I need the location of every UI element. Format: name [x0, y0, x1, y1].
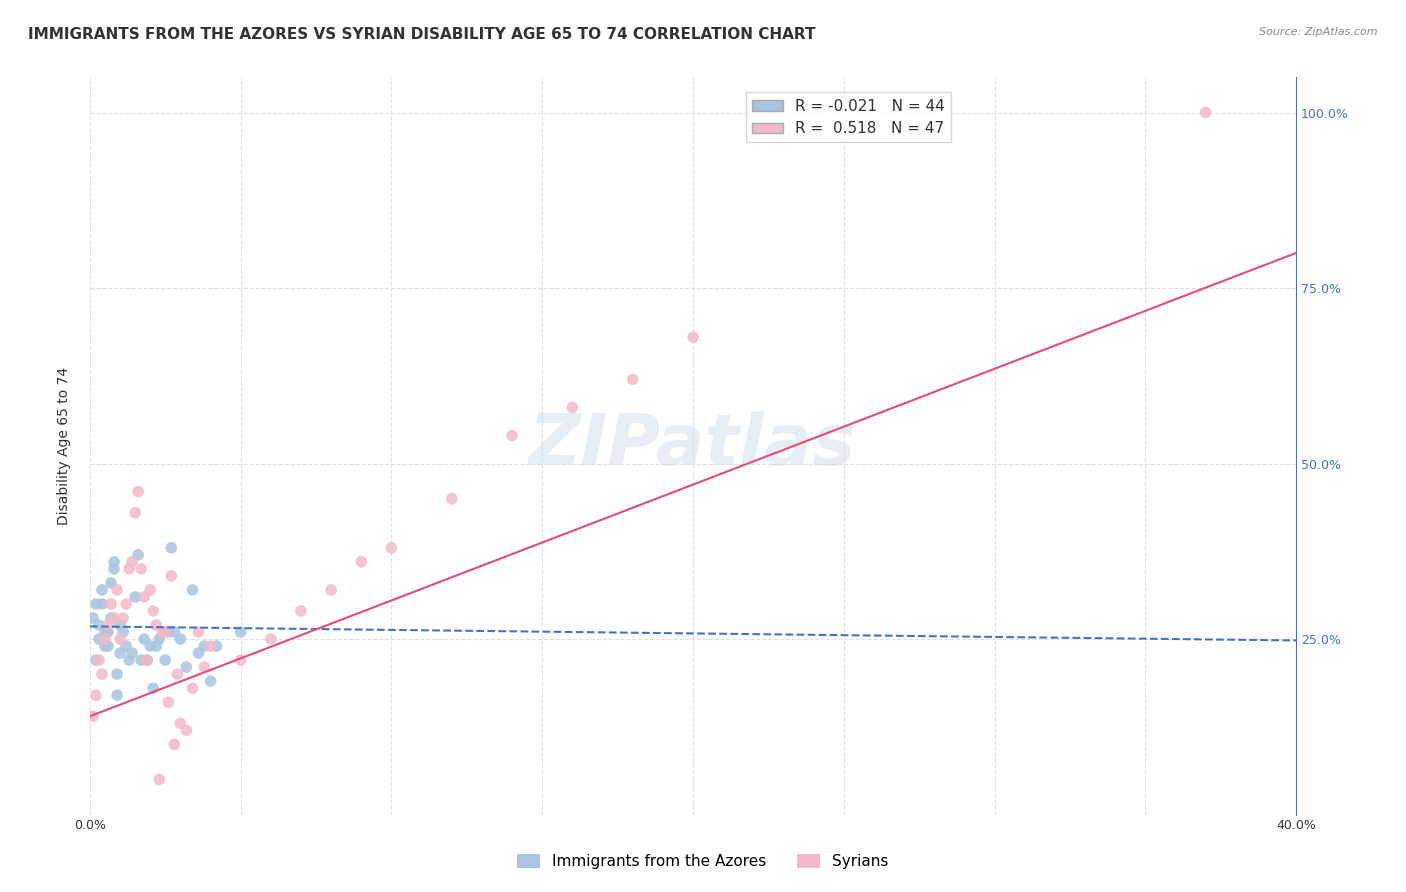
Point [94, 639, 117, 653]
Point [94, 632, 117, 646]
Point [145, 639, 167, 653]
Point [112, 611, 135, 625]
Point [621, 372, 644, 386]
Point [100, 611, 122, 625]
Point [561, 401, 583, 415]
Point [290, 604, 312, 618]
Point [200, 674, 222, 689]
Point [229, 653, 252, 667]
Point [112, 625, 135, 640]
Point [181, 582, 204, 597]
Point [124, 590, 146, 604]
Point [682, 330, 704, 344]
Text: ZIPatlas: ZIPatlas [529, 411, 856, 481]
Point [1194, 105, 1216, 120]
Point [100, 597, 122, 611]
Point [157, 625, 180, 640]
Point [127, 484, 149, 499]
Point [157, 695, 180, 709]
Point [176, 723, 198, 738]
Point [108, 646, 131, 660]
Point [87, 632, 110, 646]
Point [163, 737, 186, 751]
Point [200, 639, 222, 653]
Point [108, 618, 131, 632]
Point [84, 653, 107, 667]
Point [103, 611, 125, 625]
Point [87, 653, 110, 667]
Point [94, 625, 117, 640]
Point [129, 653, 152, 667]
Point [105, 582, 128, 597]
Point [108, 632, 131, 646]
Point [134, 632, 156, 646]
Point [136, 653, 159, 667]
Point [142, 681, 165, 696]
Point [155, 653, 177, 667]
Point [321, 582, 343, 597]
Point [118, 653, 141, 667]
Point [118, 562, 141, 576]
Point [127, 548, 149, 562]
Point [105, 688, 128, 702]
Point [136, 653, 159, 667]
Point [84, 597, 107, 611]
Legend: Immigrants from the Azores, Syrians: Immigrants from the Azores, Syrians [512, 848, 894, 875]
Point [82, 611, 104, 625]
Point [187, 625, 209, 640]
Point [193, 660, 215, 674]
Point [160, 541, 183, 555]
Text: IMMIGRANTS FROM THE AZORES VS SYRIAN DISABILITY AGE 65 TO 74 CORRELATION CHART: IMMIGRANTS FROM THE AZORES VS SYRIAN DIS… [28, 27, 815, 42]
Point [150, 625, 173, 640]
Point [121, 555, 143, 569]
Point [380, 541, 402, 555]
Point [229, 625, 252, 640]
Point [440, 491, 463, 506]
Point [160, 569, 183, 583]
Point [91, 667, 114, 681]
Point [142, 604, 165, 618]
Point [124, 506, 146, 520]
Point [166, 667, 188, 681]
Point [176, 660, 198, 674]
Point [87, 618, 110, 632]
Point [260, 632, 283, 646]
Point [134, 590, 156, 604]
Point [187, 646, 209, 660]
Point [139, 582, 162, 597]
Point [145, 618, 167, 632]
Point [97, 639, 120, 653]
Point [148, 772, 170, 787]
Point [350, 555, 373, 569]
Point [155, 625, 177, 640]
Point [115, 639, 138, 653]
Point [100, 575, 122, 590]
Point [103, 562, 125, 576]
Legend: R = -0.021   N = 44, R =  0.518   N = 47: R = -0.021 N = 44, R = 0.518 N = 47 [747, 93, 950, 143]
Text: Source: ZipAtlas.com: Source: ZipAtlas.com [1260, 27, 1378, 37]
Point [169, 632, 191, 646]
Point [205, 639, 228, 653]
Point [163, 625, 186, 640]
Point [91, 582, 114, 597]
Point [139, 639, 162, 653]
Point [97, 625, 120, 640]
Point [115, 597, 138, 611]
Y-axis label: Disability Age 65 to 74: Disability Age 65 to 74 [58, 367, 72, 525]
Point [193, 639, 215, 653]
Point [121, 646, 143, 660]
Point [82, 709, 104, 723]
Point [103, 555, 125, 569]
Point [105, 667, 128, 681]
Point [181, 681, 204, 696]
Point [84, 688, 107, 702]
Point [148, 632, 170, 646]
Point [169, 716, 191, 731]
Point [501, 428, 523, 442]
Point [91, 597, 114, 611]
Point [129, 562, 152, 576]
Point [97, 618, 120, 632]
